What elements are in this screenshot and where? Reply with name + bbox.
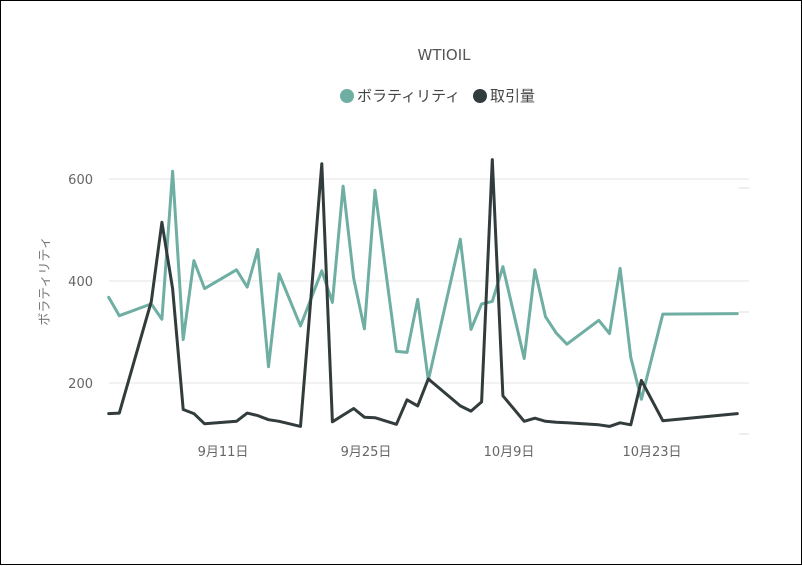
y-tick-label-400: 400: [68, 275, 93, 290]
x-tick-label: 10月23日: [622, 445, 681, 460]
y-tick-label-600: 600: [68, 173, 93, 188]
x-tick-label: 9月11日: [198, 445, 249, 460]
series-line-volatility: [107, 169, 739, 401]
legend-marker-volatility: [340, 89, 354, 103]
right-axis-ticks: [739, 187, 749, 435]
y-tick-labels: 200 400 600: [68, 173, 93, 392]
series-line-volume: [107, 158, 739, 428]
x-tick-label: 9月25日: [341, 445, 392, 460]
y-tick-label-200: 200: [68, 377, 93, 392]
x-tick-labels: 9月11日 9月25日 10月9日 10月23日: [198, 445, 682, 460]
x-tick-label: 10月9日: [484, 445, 535, 460]
legend: ボラティリティ 取引量: [340, 87, 535, 105]
series-layer: [107, 158, 739, 428]
y-axis-title: ボラティリティ: [38, 236, 53, 325]
legend-label-volume: 取引量: [490, 87, 535, 105]
legend-marker-volume: [473, 89, 487, 103]
legend-label-volatility: ボラティリティ: [357, 87, 460, 105]
chart-title: WTIOIL: [417, 46, 471, 64]
